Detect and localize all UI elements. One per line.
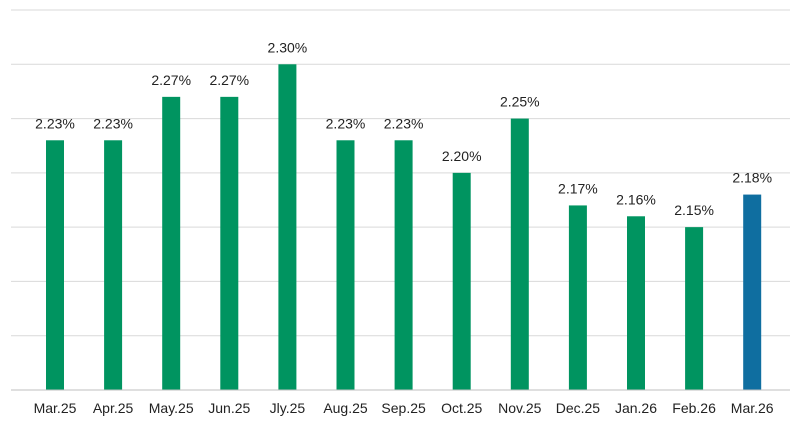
data-label: 2.23%	[93, 115, 133, 131]
bars	[46, 64, 762, 391]
x-tick-label: Jun.25	[208, 400, 250, 416]
bar-jly-25	[278, 64, 297, 391]
x-tick-label: Oct.25	[441, 400, 482, 416]
data-label: 2.15%	[674, 202, 714, 218]
bar-mar-26	[743, 194, 762, 390]
data-label: 2.18%	[732, 170, 772, 186]
x-axis-tick-labels: Mar.25 Apr.25 May.25 Jun.25 Jly.25 Aug.25 Sep.…	[34, 400, 774, 416]
data-label: 2.27%	[209, 72, 249, 88]
x-tick-label: Dec.25	[556, 400, 601, 416]
bar-aug-25	[336, 140, 355, 390]
data-label: 2.23%	[326, 115, 366, 131]
data-label: 2.17%	[558, 180, 598, 196]
bar-may-25	[162, 96, 181, 390]
x-tick-label: Jan.26	[615, 400, 657, 416]
x-tick-label: May.25	[149, 400, 194, 416]
data-label: 2.30%	[268, 39, 308, 55]
x-tick-label: Feb.26	[672, 400, 716, 416]
bar-feb-26	[685, 227, 704, 390]
data-label: 2.16%	[616, 191, 656, 207]
data-label: 2.23%	[384, 115, 424, 131]
x-tick-label: Mar.25	[34, 400, 77, 416]
data-label: 2.27%	[151, 72, 191, 88]
x-tick-label: Mar.26	[731, 400, 774, 416]
bar-jun-25	[220, 96, 239, 390]
bar-jan-26	[627, 216, 645, 390]
x-tick-label: Apr.25	[93, 400, 134, 416]
x-tick-label: Sep.25	[381, 400, 426, 416]
x-tick-label: Aug.25	[323, 400, 368, 416]
data-label: 2.25%	[500, 94, 540, 110]
bar-apr-25	[104, 140, 123, 390]
x-tick-label: Jly.25	[270, 400, 306, 416]
value-labels: 2.23% 2.23% 2.27% 2.27% 2.30% 2.23% 2.23% 2.20%…	[35, 39, 772, 218]
bar-sep-25	[394, 140, 413, 390]
bar-mar-25	[46, 140, 64, 390]
data-label: 2.20%	[442, 148, 482, 164]
bar-dec-25	[568, 205, 587, 390]
data-label: 2.23%	[35, 115, 75, 131]
bar-nov-25	[510, 118, 529, 391]
x-tick-label: Nov.25	[498, 400, 542, 416]
bar-oct-25	[452, 172, 471, 390]
